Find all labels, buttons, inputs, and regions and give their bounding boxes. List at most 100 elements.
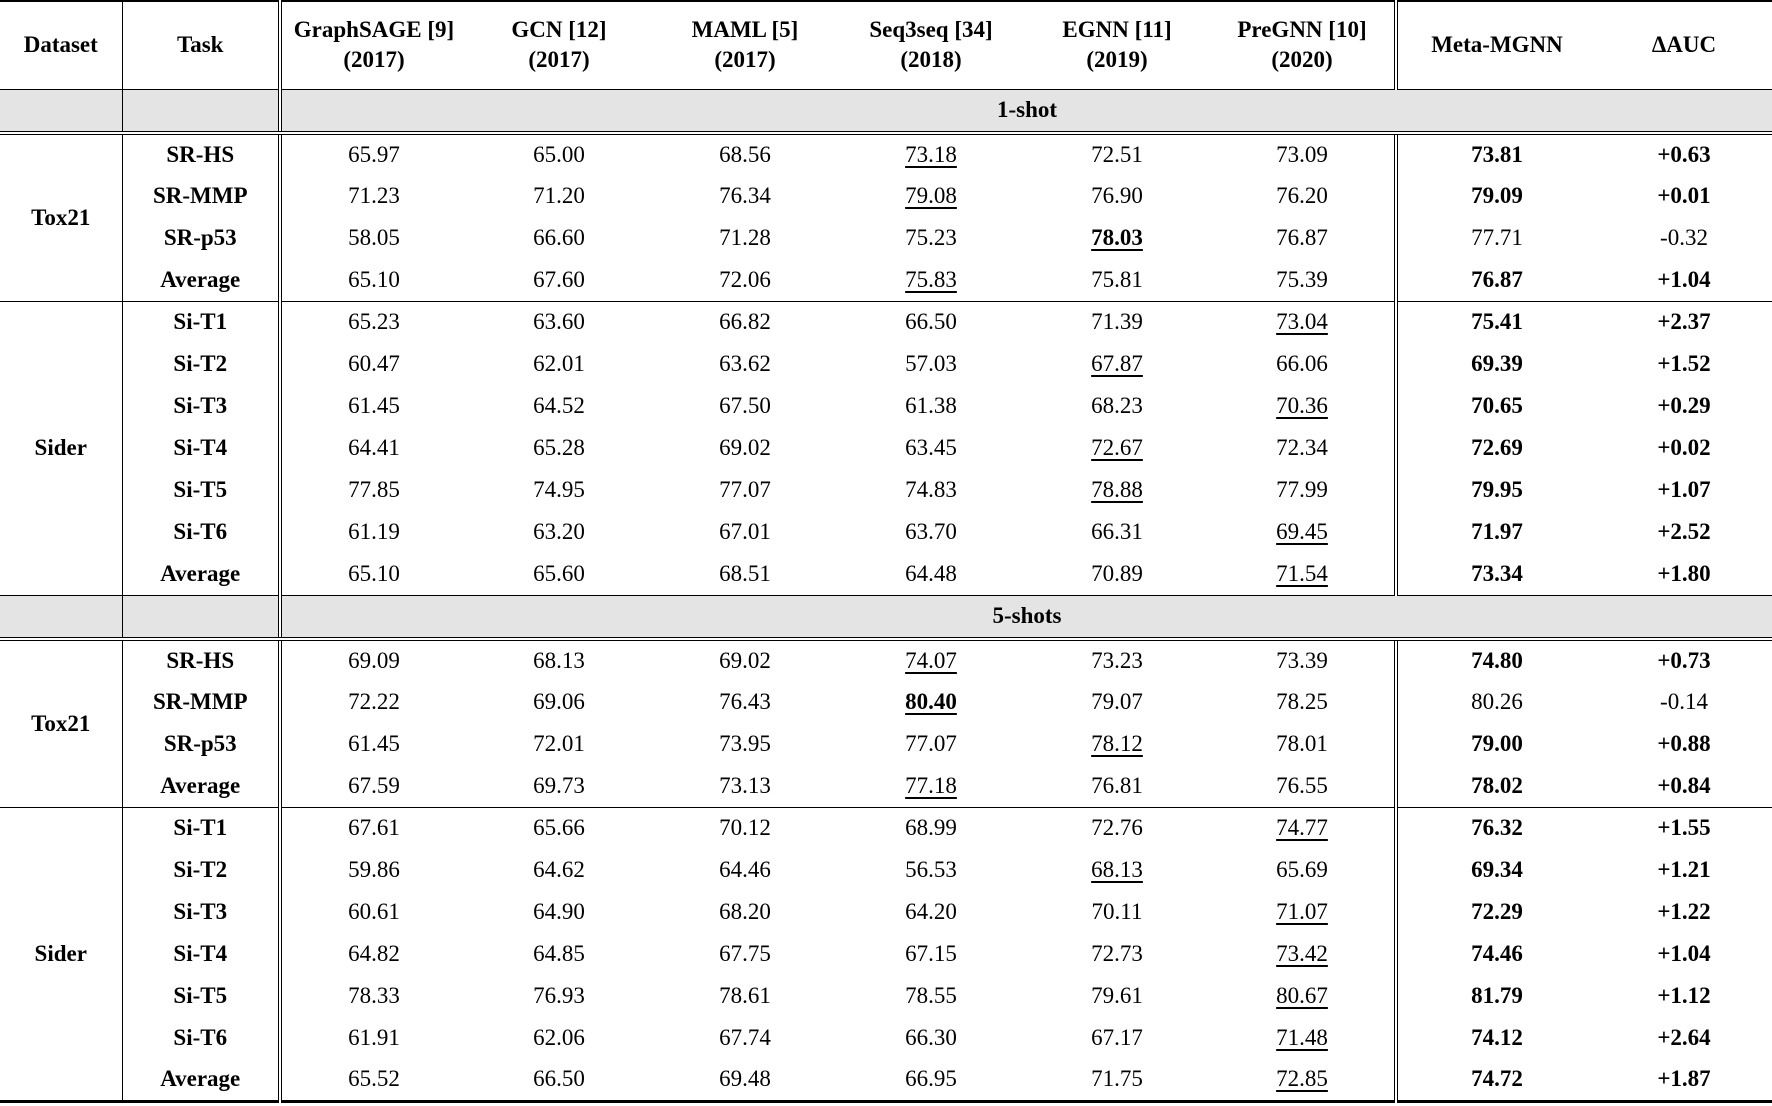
value-cell: 72.22 <box>278 681 466 723</box>
value-text: 68.56 <box>719 142 771 167</box>
header-meta-mgnn: Meta-MGNN <box>1394 1 1596 90</box>
value-cell: 64.52 <box>466 385 652 427</box>
task-cell: SR-HS <box>121 132 280 175</box>
value-text: 78.01 <box>1276 731 1328 756</box>
value-cell: 66.95 <box>838 1059 1024 1101</box>
value-cell: 69.06 <box>466 681 652 723</box>
meta-mgnn-value-cell: 73.34 <box>1394 553 1596 595</box>
value-cell: 67.74 <box>652 1017 838 1059</box>
meta-mgnn-value-cell: 72.29 <box>1394 891 1596 933</box>
dataset-block: Sider Si-T1 67.61 65.66 70.12 68.99 72.76 74.77… <box>0 806 1772 1101</box>
value-cell: 71.39 <box>1024 300 1210 343</box>
section-label: 1-shot <box>278 88 1772 135</box>
header-method-egnn: EGNN [11] (2019) <box>1024 1 1210 90</box>
value-text: 77.85 <box>348 477 400 502</box>
value-cell: 63.62 <box>652 343 838 385</box>
meta-mgnn-value-cell: 73.81 <box>1394 132 1596 175</box>
value-text: 69.73 <box>533 772 585 798</box>
task-cell: SR-p53 <box>121 217 280 259</box>
table-row: SR-MMP 71.23 71.20 76.34 79.08 76.90 76.20 79.0… <box>0 175 1772 217</box>
value-text: 64.52 <box>533 393 585 418</box>
task-cell: Si-T1 <box>121 300 280 343</box>
header-row: Dataset Task GraphSAGE [9] (2017) GCN [1… <box>0 1 1772 90</box>
delta-auc-cell: +1.52 <box>1657 351 1711 376</box>
method-year: (2017) <box>528 47 590 73</box>
value-cell: 59.86 <box>278 849 466 891</box>
section-band-spacer <box>0 88 122 135</box>
value-text: 62.01 <box>533 351 585 376</box>
header-method-gcn: GCN [12] (2017) <box>466 1 652 90</box>
table-row: Tox21 SR-HS 65.97 65.00 68.56 73.18 72.51 73.09… <box>0 132 1772 301</box>
value-text: 69.06 <box>533 689 585 714</box>
value-cell: 71.20 <box>466 175 652 217</box>
table-row: Average 65.10 65.60 68.51 64.48 70.89 71.54 73.… <box>0 553 1772 595</box>
value-text: 68.99 <box>905 815 957 841</box>
meta-mgnn-value-cell: 76.32 <box>1394 806 1596 849</box>
value-text: 66.30 <box>905 1025 957 1050</box>
value-text: 63.70 <box>905 519 957 544</box>
value-text: 70.36 <box>1276 393 1328 418</box>
value-text: 76.87 <box>1276 225 1328 250</box>
meta-mgnn-value-cell: 77.71 <box>1394 217 1596 259</box>
value-text: 66.82 <box>719 309 771 335</box>
value-text: 67.61 <box>348 815 400 841</box>
value-cell: 70.89 <box>1024 553 1210 595</box>
section-band: 1-shot <box>0 88 1772 135</box>
value-text: 64.41 <box>348 435 400 460</box>
meta-mgnn-value-cell: 70.65 <box>1394 385 1596 427</box>
value-cell: 70.11 <box>1024 891 1210 933</box>
value-cell: 75.39 <box>1210 259 1396 301</box>
section-band-row: 5-shots <box>0 594 1772 641</box>
value-text: 78.12 <box>1091 731 1143 756</box>
value-text: 65.60 <box>533 560 585 586</box>
header-method-pregnn: PreGNN [10] (2020) <box>1210 1 1396 90</box>
value-text: 69.09 <box>348 648 400 673</box>
value-text: 72.85 <box>1276 1066 1328 1092</box>
meta-mgnn-value-cell: 74.12 <box>1394 1017 1596 1059</box>
meta-mgnn-value-cell: 74.46 <box>1394 933 1596 975</box>
value-cell: 61.19 <box>278 511 466 553</box>
value-text: 70.89 <box>1091 560 1143 586</box>
task-cell: Si-T5 <box>121 469 280 511</box>
delta-auc-cell: +1.87 <box>1657 1066 1711 1092</box>
value-text: 66.50 <box>533 1066 585 1092</box>
value-cell: 73.09 <box>1210 132 1396 175</box>
header-method-graphsage: GraphSAGE [9] (2017) <box>278 1 466 90</box>
value-cell: 68.13 <box>1024 849 1210 891</box>
value-cell: 69.48 <box>652 1059 838 1101</box>
value-cell: 75.83 <box>838 259 1024 301</box>
value-text: 61.91 <box>348 1025 400 1050</box>
value-text: 77.18 <box>905 772 957 798</box>
value-text: 61.19 <box>348 519 400 544</box>
value-text: 68.51 <box>719 560 771 586</box>
table-row: SR-p53 58.05 66.60 71.28 75.23 78.03 76.87 77.7… <box>0 217 1772 259</box>
value-cell: 66.31 <box>1024 511 1210 553</box>
value-text: 68.13 <box>1091 857 1143 882</box>
value-cell: 76.81 <box>1024 765 1210 807</box>
delta-auc-cell: +0.84 <box>1657 772 1711 798</box>
value-text: 76.93 <box>533 983 585 1008</box>
value-cell: 67.59 <box>278 765 466 807</box>
task-cell: SR-MMP <box>121 681 280 723</box>
delta-auc-cell: +0.02 <box>1657 435 1711 460</box>
task-cell: SR-p53 <box>121 723 280 765</box>
value-cell: 72.67 <box>1024 427 1210 469</box>
value-cell: 80.40 <box>838 681 1024 723</box>
value-text: 71.07 <box>1276 899 1328 924</box>
value-text: 78.88 <box>1091 477 1143 502</box>
value-cell: 72.01 <box>466 723 652 765</box>
value-text: 67.17 <box>1091 1025 1143 1050</box>
task-cell: Si-T6 <box>121 511 280 553</box>
delta-auc-cell: -0.32 <box>1660 225 1708 250</box>
task-cell: Average <box>121 765 280 807</box>
value-text: 67.75 <box>719 941 771 966</box>
value-text: 71.39 <box>1091 309 1143 335</box>
value-text: 65.10 <box>348 560 400 586</box>
value-text: 57.03 <box>905 351 957 376</box>
value-cell: 69.45 <box>1210 511 1396 553</box>
value-cell: 73.04 <box>1210 300 1396 343</box>
value-text: 67.87 <box>1091 351 1143 376</box>
value-cell: 78.25 <box>1210 681 1396 723</box>
table-row: Si-T6 61.19 63.20 67.01 63.70 66.31 69.45 71.97… <box>0 511 1772 553</box>
